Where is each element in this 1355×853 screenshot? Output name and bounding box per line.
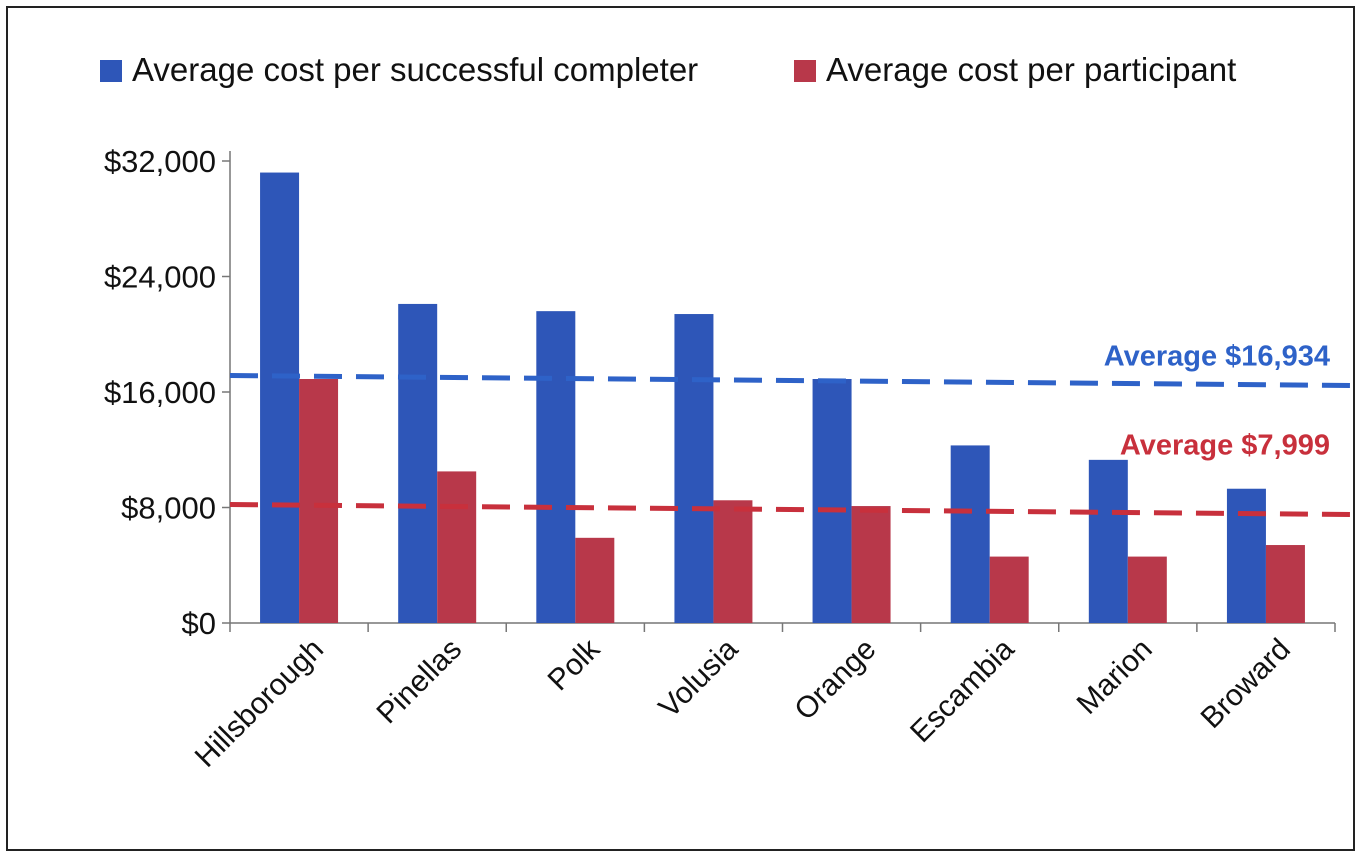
x-tick-label-5: Escambia bbox=[904, 632, 1021, 749]
x-tick-label-6: Marion bbox=[1071, 633, 1159, 721]
y-tick-label-1: $8,000 bbox=[121, 491, 216, 526]
legend-label-0: Average cost per successful completer bbox=[132, 51, 698, 88]
legend-item-1: Average cost per participant bbox=[794, 51, 1236, 88]
bar-chart: Average cost per successful completer Ave… bbox=[100, 51, 1355, 774]
average-label-0: Average $16,934 bbox=[1104, 341, 1330, 373]
bar-completer-4 bbox=[812, 379, 852, 623]
x-tick-label-2: Polk bbox=[542, 632, 607, 697]
x-tick-label-1: Pinellas bbox=[371, 633, 469, 731]
average-label-1: Average $7,999 bbox=[1120, 430, 1330, 462]
bar-participant-2 bbox=[575, 537, 615, 623]
bar-completer-1 bbox=[398, 303, 438, 623]
legend-label-1: Average cost per participant bbox=[826, 51, 1236, 88]
bar-participant-5 bbox=[989, 556, 1029, 623]
bar-participant-3 bbox=[713, 500, 753, 623]
bar-completer-6 bbox=[1088, 459, 1128, 623]
bar-participant-7 bbox=[1265, 545, 1305, 623]
bar-completer-2 bbox=[536, 311, 576, 623]
chart-frame: Average cost per successful completer Ave… bbox=[6, 6, 1355, 851]
y-tick-label-4: $32,000 bbox=[104, 144, 216, 179]
y-tick-label-3: $24,000 bbox=[104, 260, 216, 295]
average-line-1 bbox=[229, 502, 1355, 517]
bar-participant-0 bbox=[299, 379, 339, 623]
x-tick-label-3: Volusia bbox=[653, 632, 745, 724]
bars bbox=[260, 172, 1305, 624]
y-tick-label-2: $16,000 bbox=[104, 375, 216, 410]
legend-swatch-0 bbox=[100, 60, 122, 82]
bar-participant-1 bbox=[437, 471, 477, 623]
y-tick-label-0: $0 bbox=[182, 606, 216, 641]
bar-completer-0 bbox=[260, 172, 300, 624]
x-tick-label-0: Hillsborough bbox=[189, 633, 330, 774]
bar-participant-4 bbox=[851, 506, 891, 623]
x-tick-label-7: Broward bbox=[1195, 633, 1297, 735]
reference-lines: Average $16,934 Average $7,999 bbox=[229, 341, 1355, 517]
legend: Average cost per successful completer Ave… bbox=[100, 51, 1236, 88]
bar-completer-5 bbox=[950, 445, 990, 623]
x-tick-label-4: Orange bbox=[788, 633, 882, 727]
legend-item-0: Average cost per successful completer bbox=[100, 51, 698, 88]
bar-completer-7 bbox=[1226, 488, 1266, 623]
bar-completer-3 bbox=[674, 314, 714, 623]
bar-participant-6 bbox=[1127, 556, 1167, 623]
average-line-0 bbox=[229, 373, 1355, 388]
legend-swatch-1 bbox=[794, 60, 816, 82]
